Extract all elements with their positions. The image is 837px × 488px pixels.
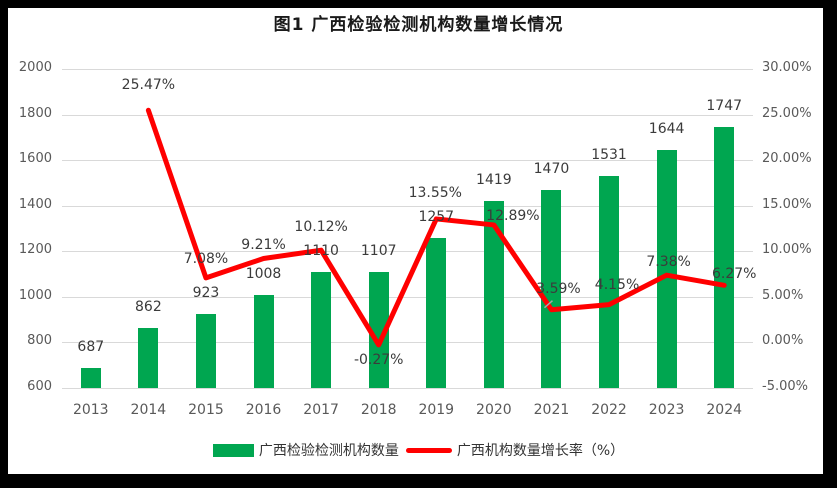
x-axis-label: 2014 [130,402,167,418]
x-axis-label: 2020 [476,402,512,418]
x-axis-label: 2018 [360,402,397,418]
y-axis-tick-label: 1400 [18,196,52,212]
bar-value-label: 1419 [476,172,512,189]
bar [368,272,389,388]
line-value-label: 25.47% [121,77,176,94]
bar [599,175,620,388]
bar-value-label: 1008 [245,266,282,283]
bar-value-label: 1644 [648,121,685,138]
line-value-label: 12.89% [486,207,540,224]
gridline [62,205,753,207]
legend-bar-series-label: 广西检验检测机构数量 [258,443,399,459]
y2-axis-tick-label: 10.00% [762,242,812,258]
gridline [62,69,753,70]
bar-value-label: 1747 [706,97,743,114]
legend: 广西检验检测机构数量 广西机构数量增长率（%） [0,440,837,460]
x-axis-label: 2024 [706,402,743,418]
x-axis-label: 2019 [418,402,455,418]
y-axis-tick-label: 600 [27,379,52,394]
y2-axis-tick-label: 20.00% [762,151,812,167]
bar-value-label: 923 [192,285,220,302]
bar-value-label: 1110 [303,242,339,259]
bar-value-label: 1107 [360,243,397,260]
x-axis-label: 2016 [245,402,282,418]
line-value-label: -0.27% [353,351,404,368]
y-axis-tick-label: 1000 [18,287,52,303]
bar-value-label: 1257 [418,209,455,226]
gridline [62,296,753,298]
line-value-label: 10.12% [294,219,348,236]
bar [656,150,677,388]
gridline [62,388,753,389]
y-axis-tick-label: 2000 [18,60,52,75]
legend-line-swatch-icon [405,447,452,453]
gridline [62,342,753,344]
x-axis-label: 2015 [188,402,224,418]
line-value-label: 7.08% [183,250,229,267]
line-value-label: 9.21% [241,237,286,254]
bar [541,189,562,388]
line-value-label: 3.59% [536,280,581,297]
label-leader-line [543,300,553,309]
y2-axis-tick-label: -5.00% [762,379,808,394]
x-axis-label: 2021 [533,402,570,418]
bar-value-label: 1470 [533,160,570,177]
bar [714,126,735,388]
x-axis-label: 2013 [72,402,109,418]
chart-background [8,8,823,474]
x-axis-label: 2023 [648,402,685,418]
gridline [62,251,753,253]
y2-axis-tick-label: 15.00% [762,196,812,212]
bar-value-label: 687 [77,339,105,356]
line-value-label: 6.27% [711,266,757,283]
line-value-label: 7.38% [646,254,691,271]
y2-axis-tick-label: 30.00% [762,60,812,75]
growth-rate-polyline [145,107,727,348]
bar [311,271,332,388]
line-value-label: 13.55% [408,184,462,201]
x-axis-label: 2022 [591,402,627,418]
y2-axis-tick-label: 25.00% [762,105,812,121]
chart-title: 图1 广西检验检测机构数量增长情况 [273,15,564,35]
legend-bar-swatch-icon [212,443,254,457]
bar [195,314,216,388]
y-axis-tick-label: 1600 [18,151,52,167]
line-value-label: 4.15% [594,276,640,293]
x-axis-label: 2017 [303,402,339,418]
bar [253,295,274,388]
y-axis-tick-label: 800 [27,333,52,349]
bar-value-label: 862 [135,299,162,316]
bar [483,201,504,388]
legend-line-series-label: 广西机构数量增长率（%） [456,443,625,459]
y-axis-tick-label: 1200 [18,242,52,258]
y-axis-tick-label: 1800 [18,105,52,121]
y2-axis-tick-label: 0.00% [762,333,804,349]
bar [426,238,447,388]
bar [138,328,159,388]
bar [80,368,101,388]
gridline [62,160,753,162]
bar-value-label: 1531 [591,146,627,163]
y2-axis-tick-label: 5.00% [762,287,804,303]
gridline [62,114,753,116]
